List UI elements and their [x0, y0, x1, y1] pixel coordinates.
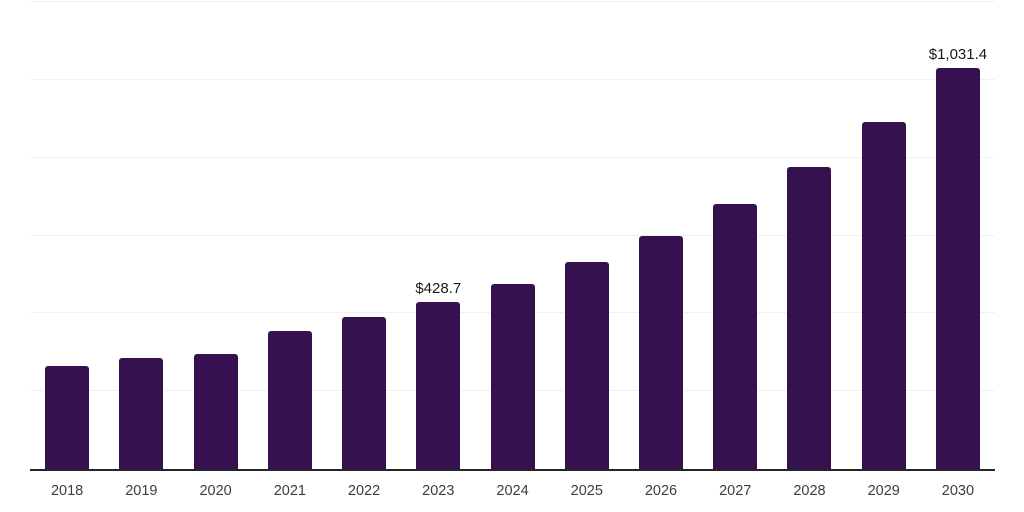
bar-cell-2020	[178, 2, 252, 469]
x-tick-2030: 2030	[941, 483, 975, 499]
gridline	[30, 1, 995, 2]
bar-cell-2030: $1,031.4	[921, 2, 995, 469]
x-axis-labels: 2018 2019 2020 2021 2022 2023 2024 2025 2026 2027…	[30, 483, 995, 499]
bar-cell-2025	[550, 2, 624, 469]
bar-2018	[45, 366, 90, 469]
bar-2026	[638, 236, 683, 469]
x-tick-2023: 2023	[422, 483, 455, 499]
bar-cell-2027	[698, 2, 772, 469]
bar-2030	[935, 67, 980, 469]
x-tick-2026: 2026	[644, 483, 678, 499]
x-tick-2020: 2020	[199, 483, 232, 499]
bar-cell-2024	[475, 2, 549, 469]
data-label-2023: $428.7	[415, 280, 462, 298]
bar-2025	[564, 262, 609, 469]
x-tick-2018: 2018	[50, 483, 84, 499]
bar-2019	[119, 358, 164, 469]
bar-2024	[490, 284, 535, 469]
bars-row: $428.7 $1,031.4	[30, 2, 995, 469]
x-tick-2022: 2022	[347, 483, 381, 499]
gridline	[30, 78, 995, 80]
x-tick-2025: 2025	[570, 483, 603, 499]
bar-2028	[787, 166, 832, 469]
bar-cell-2029	[847, 2, 921, 469]
bar-cell-2028	[772, 2, 846, 469]
bar-2023	[416, 302, 461, 469]
x-tick-2027: 2027	[719, 483, 752, 499]
x-tick-2024: 2024	[496, 483, 529, 499]
x-tick-2028: 2028	[793, 483, 826, 499]
bar-2020	[193, 354, 238, 469]
gridline	[30, 156, 995, 158]
bar-cell-2023: $428.7	[401, 2, 475, 469]
bar-2027	[713, 203, 758, 469]
bar-cell-2021	[253, 2, 327, 469]
bar-2022	[342, 317, 387, 469]
x-tick-2021: 2021	[273, 483, 306, 499]
plot-area: $428.7 $1,031.4	[30, 1, 995, 471]
bar-cell-2019	[104, 2, 178, 469]
gridline	[30, 234, 995, 236]
bar-cell-2018	[30, 2, 104, 469]
data-label-2030: $1,031.4	[928, 45, 988, 63]
bar-2029	[861, 121, 906, 469]
bar-cell-2026	[624, 2, 698, 469]
bar-2021	[267, 331, 312, 469]
x-tick-2029: 2029	[867, 483, 900, 499]
bar-cell-2022	[327, 2, 401, 469]
x-tick-2019: 2019	[125, 483, 158, 499]
